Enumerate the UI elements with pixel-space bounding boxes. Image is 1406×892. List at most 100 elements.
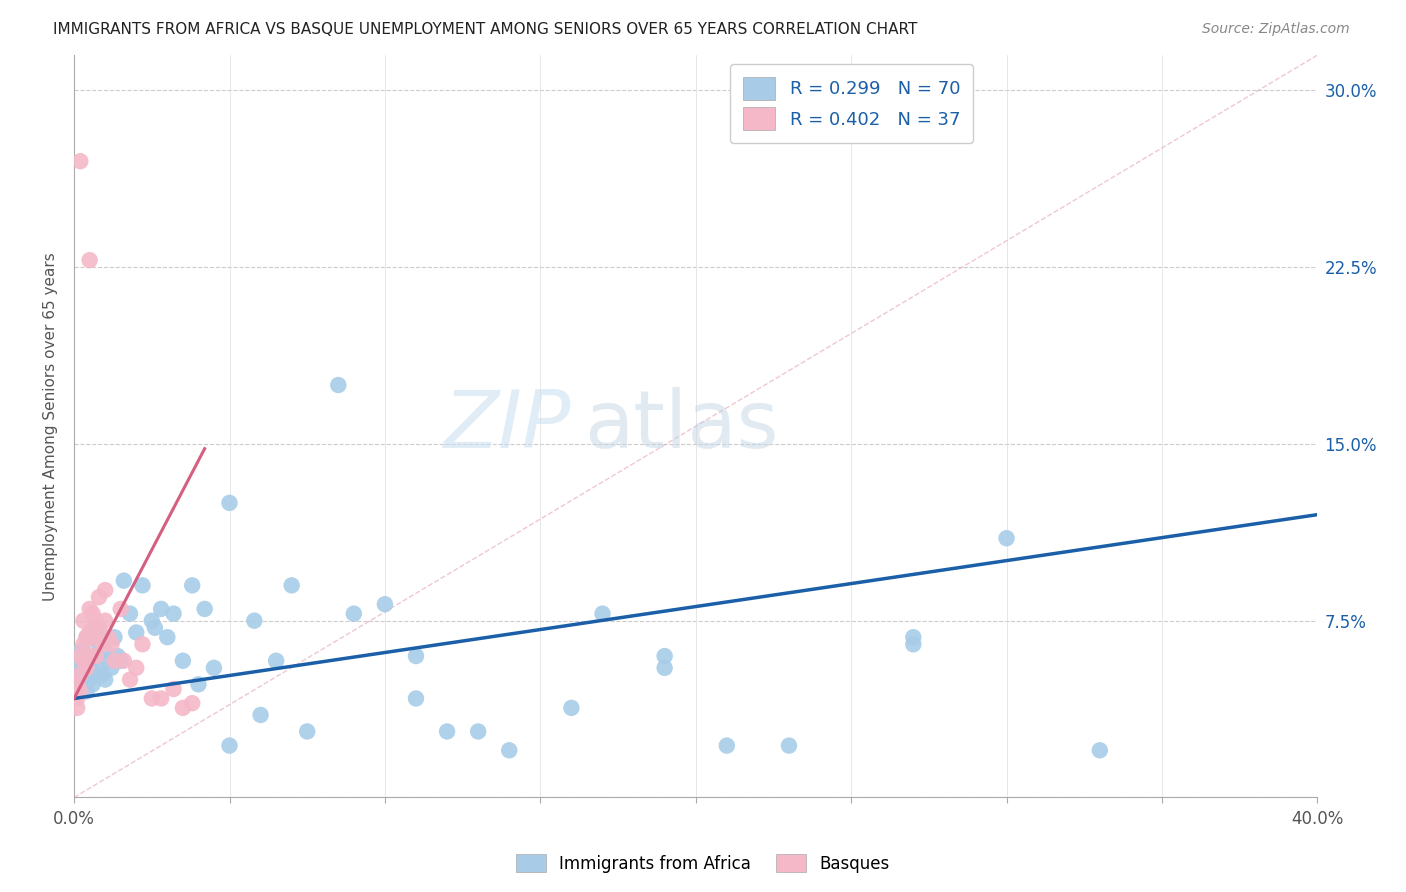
- Point: [141, 691, 163, 706]
- Point: [82, 677, 104, 691]
- Point: [295, 724, 318, 739]
- Point: [778, 739, 800, 753]
- Point: [87, 637, 110, 651]
- Point: [328, 378, 350, 392]
- Point: [94, 614, 117, 628]
- Text: atlas: atlas: [583, 387, 778, 466]
- Point: [84, 668, 107, 682]
- Point: [202, 661, 225, 675]
- Point: [107, 648, 129, 663]
- Point: [436, 724, 458, 739]
- Point: [374, 597, 396, 611]
- Point: [69, 677, 91, 691]
- Legend: R = 0.299   N = 70, R = 0.402   N = 37: R = 0.299 N = 70, R = 0.402 N = 37: [730, 64, 973, 143]
- Point: [654, 661, 676, 675]
- Point: [76, 661, 98, 675]
- Point: [343, 607, 366, 621]
- Point: [243, 614, 266, 628]
- Point: [79, 602, 101, 616]
- Point: [405, 691, 427, 706]
- Point: [84, 614, 107, 628]
- Point: [72, 637, 94, 651]
- Point: [94, 673, 117, 687]
- Point: [72, 654, 94, 668]
- Point: [1088, 743, 1111, 757]
- Point: [467, 724, 489, 739]
- Point: [118, 673, 141, 687]
- Point: [87, 621, 110, 635]
- Point: [181, 696, 204, 710]
- Point: [76, 684, 98, 698]
- Point: [76, 630, 98, 644]
- Point: [118, 607, 141, 621]
- Point: [66, 701, 89, 715]
- Point: [76, 630, 98, 644]
- Point: [97, 630, 120, 644]
- Point: [103, 630, 125, 644]
- Point: [87, 590, 110, 604]
- Point: [218, 496, 240, 510]
- Point: [79, 253, 101, 268]
- Point: [498, 743, 520, 757]
- Point: [69, 684, 91, 698]
- Point: [150, 691, 173, 706]
- Point: [91, 637, 114, 651]
- Point: [69, 661, 91, 675]
- Point: [112, 654, 135, 668]
- Point: [264, 654, 287, 668]
- Point: [100, 637, 122, 651]
- Point: [995, 531, 1018, 545]
- Point: [94, 644, 117, 658]
- Point: [218, 739, 240, 753]
- Point: [150, 602, 173, 616]
- Point: [131, 578, 153, 592]
- Point: [162, 607, 184, 621]
- Text: ZIP: ZIP: [444, 387, 571, 466]
- Point: [79, 625, 101, 640]
- Point: [112, 574, 135, 588]
- Point: [84, 648, 107, 663]
- Point: [100, 661, 122, 675]
- Point: [903, 630, 925, 644]
- Point: [72, 661, 94, 675]
- Point: [84, 648, 107, 663]
- Point: [187, 677, 209, 691]
- Point: [79, 673, 101, 687]
- Text: IMMIGRANTS FROM AFRICA VS BASQUE UNEMPLOYMENT AMONG SENIORS OVER 65 YEARS CORREL: IMMIGRANTS FROM AFRICA VS BASQUE UNEMPLO…: [53, 22, 918, 37]
- Point: [103, 654, 125, 668]
- Point: [181, 578, 204, 592]
- Point: [91, 668, 114, 682]
- Point: [69, 644, 91, 658]
- Point: [69, 154, 91, 169]
- Point: [172, 701, 194, 715]
- Legend: Immigrants from Africa, Basques: Immigrants from Africa, Basques: [509, 847, 897, 880]
- Point: [162, 681, 184, 696]
- Y-axis label: Unemployment Among Seniors over 65 years: Unemployment Among Seniors over 65 years: [44, 252, 58, 600]
- Point: [131, 637, 153, 651]
- Point: [97, 654, 120, 668]
- Point: [72, 644, 94, 658]
- Point: [141, 614, 163, 628]
- Point: [91, 630, 114, 644]
- Point: [125, 661, 148, 675]
- Point: [79, 625, 101, 640]
- Text: Source: ZipAtlas.com: Source: ZipAtlas.com: [1202, 22, 1350, 37]
- Point: [72, 673, 94, 687]
- Point: [79, 648, 101, 663]
- Point: [84, 621, 107, 635]
- Point: [125, 625, 148, 640]
- Point: [716, 739, 738, 753]
- Point: [903, 637, 925, 651]
- Point: [405, 648, 427, 663]
- Point: [249, 708, 271, 723]
- Point: [592, 607, 614, 621]
- Point: [76, 661, 98, 675]
- Point: [66, 677, 89, 691]
- Point: [79, 661, 101, 675]
- Point: [66, 668, 89, 682]
- Point: [87, 661, 110, 675]
- Point: [143, 621, 166, 635]
- Point: [560, 701, 582, 715]
- Point: [69, 648, 91, 663]
- Point: [82, 607, 104, 621]
